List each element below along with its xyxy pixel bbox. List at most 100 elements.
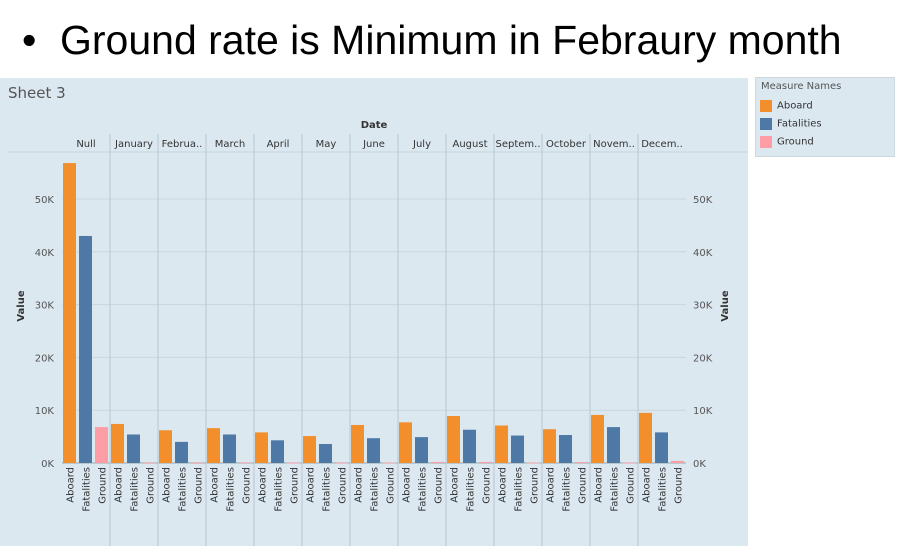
measure-label: Ground (530, 467, 541, 504)
sheet-title: Sheet 3 (8, 84, 66, 102)
bar-aboard (111, 423, 124, 463)
y-axis-title-right: Value (720, 290, 731, 321)
category-label: May (316, 139, 337, 150)
measure-label: Aboard (258, 467, 269, 503)
measure-label: Aboard (450, 467, 461, 503)
bar-ground (143, 462, 156, 464)
measure-label: Ground (386, 467, 397, 504)
bar-fatalities (415, 437, 428, 463)
bar-fatalities (319, 443, 332, 463)
y-tick-label-left: 20K (35, 353, 55, 364)
category-label: October (546, 139, 587, 150)
category-label: March (215, 139, 245, 150)
bar-ground (383, 462, 396, 464)
bar-ground (479, 461, 492, 463)
measure-label: Ground (98, 467, 109, 504)
bar-ground (575, 462, 588, 463)
measure-label: Fatalities (322, 467, 333, 512)
bar-ground (431, 461, 444, 463)
category-label: Decem.. (641, 139, 683, 150)
category-label: April (267, 139, 290, 150)
y-tick-label-right: 20K (693, 353, 713, 364)
bar-aboard (447, 416, 460, 463)
measure-label: Fatalities (562, 467, 573, 512)
legend-title: Measure Names (761, 81, 842, 92)
measure-label: Ground (674, 467, 685, 504)
legend-label-aboard: Aboard (777, 100, 813, 112)
y-tick-label-left: 10K (35, 406, 55, 417)
bar-fatalities (463, 429, 476, 463)
bar-fatalities (607, 427, 620, 463)
bar-ground (287, 462, 300, 464)
y-tick-label-left: 40K (35, 248, 55, 259)
y-tick-label-right: 0K (693, 459, 706, 470)
legend-swatch-aboard (760, 100, 772, 112)
bar-fatalities (367, 438, 380, 463)
bar-ground (623, 462, 636, 464)
bar-ground (239, 462, 252, 464)
legend-label-ground: Ground (777, 136, 814, 148)
legend-swatch-fatalities (760, 118, 772, 130)
bar-aboard (495, 425, 508, 463)
bar-aboard (207, 428, 220, 463)
y-tick-label-left: 50K (35, 195, 55, 206)
bar-aboard (255, 432, 268, 463)
y-axis-title-left: Value (16, 290, 27, 321)
category-label: July (412, 139, 431, 150)
measure-label: Fatalities (226, 467, 237, 512)
measure-label: Ground (338, 467, 349, 504)
bar-fatalities (559, 435, 572, 463)
bar-aboard (159, 430, 172, 463)
bar-ground (191, 462, 204, 464)
slide-title: Ground rate is Minimum in Febraury month (60, 17, 842, 63)
measure-label: Fatalities (130, 467, 141, 512)
category-label: Septem.. (495, 139, 540, 150)
measure-label: Aboard (546, 467, 557, 503)
bar-fatalities (511, 435, 524, 463)
measure-label: Aboard (642, 467, 653, 503)
measure-label: Ground (146, 467, 157, 504)
legend-label-fatalities: Fatalities (777, 118, 822, 130)
column-header-title: Date (361, 120, 388, 131)
measure-label: Fatalities (370, 467, 381, 512)
bar-aboard (351, 424, 364, 463)
measure-label: Aboard (162, 467, 173, 503)
bar-ground (95, 427, 108, 463)
measure-label: Aboard (594, 467, 605, 503)
bar-aboard (399, 422, 412, 463)
category-label: June (362, 139, 385, 150)
measure-label: Fatalities (466, 467, 477, 512)
bar-fatalities (223, 434, 236, 463)
legend-swatch-ground (760, 136, 772, 148)
measure-label: Aboard (402, 467, 413, 503)
bar-aboard (543, 429, 556, 463)
legend-item-ground[interactable]: Ground (760, 136, 814, 150)
measure-label: Fatalities (514, 467, 525, 512)
sheet-panel: Sheet 3 (0, 78, 748, 546)
measure-label: Aboard (66, 467, 77, 503)
category-label: Null (76, 139, 95, 150)
bar-aboard (591, 414, 604, 463)
measure-label: Fatalities (178, 467, 189, 512)
measure-label: Ground (194, 467, 205, 504)
measure-label: Ground (482, 467, 493, 504)
y-tick-label-left: 30K (35, 301, 55, 312)
slide-bullet: • (22, 17, 37, 63)
measure-label: Aboard (210, 467, 221, 503)
legend-item-fatalities[interactable]: Fatalities (760, 118, 822, 132)
measure-label: Ground (290, 467, 301, 504)
measure-label: Ground (434, 467, 445, 504)
legend-item-aboard[interactable]: Aboard (760, 100, 813, 114)
bar-fatalities (79, 235, 92, 463)
bar-ground (527, 462, 540, 464)
y-tick-label-right: 30K (693, 301, 713, 312)
bar-fatalities (655, 432, 668, 463)
measure-label: Fatalities (610, 467, 621, 512)
bar-aboard (639, 412, 652, 463)
bar-fatalities (175, 441, 188, 463)
measure-label: Aboard (114, 467, 125, 503)
measure-label: Aboard (498, 467, 509, 503)
category-label: January (114, 139, 153, 150)
bar-fatalities (271, 440, 284, 463)
